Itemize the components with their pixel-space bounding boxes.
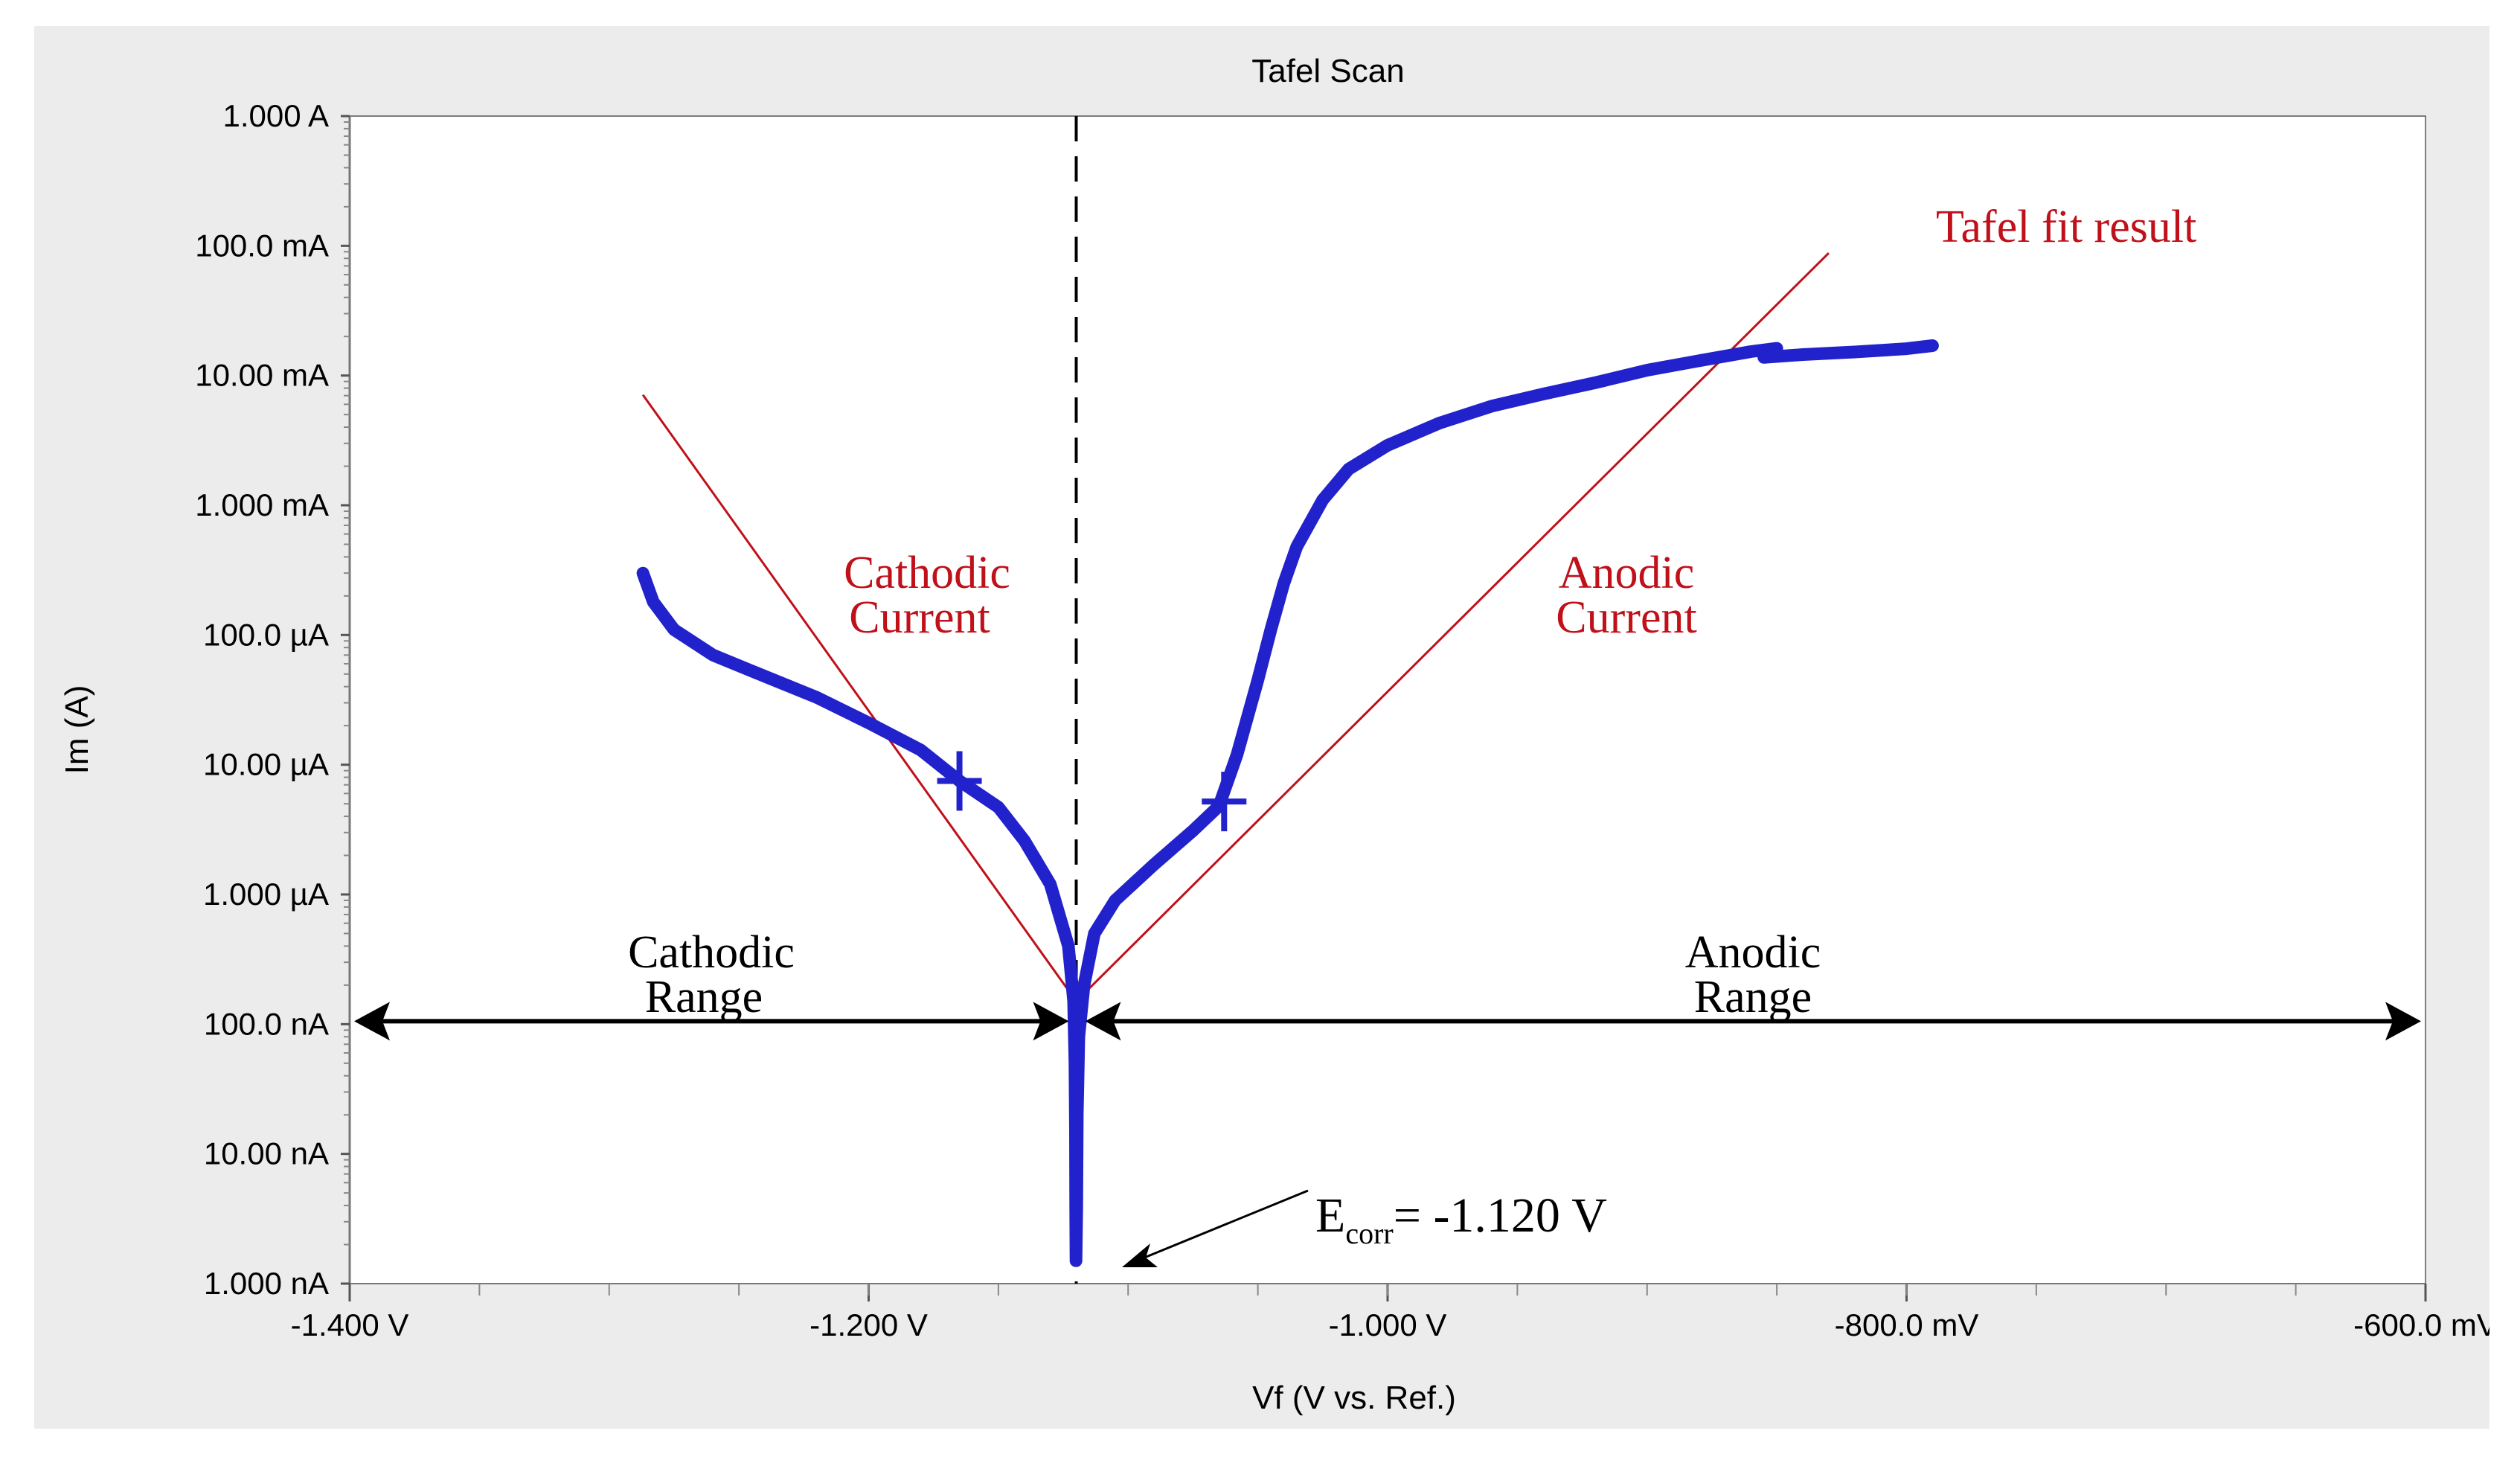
ecorr-subscript: corr (1345, 1217, 1393, 1250)
annotation-layer (354, 1002, 2421, 1267)
cathodic-current-label-line1: Cathodic (844, 548, 1010, 598)
ecorr-value: = -1.120 V (1394, 1188, 1607, 1243)
y-tick-label: 100.0 nA (204, 1006, 329, 1041)
ecorr-pointer-head (1122, 1243, 1158, 1267)
data-series-line (636, 339, 1939, 1267)
y-tick-label: 1.000 nA (204, 1266, 329, 1301)
y-tick-label: 10.00 µA (203, 747, 329, 782)
data-layer (636, 339, 1939, 1267)
anodic-range-label-line1: Anodic (1685, 927, 1821, 978)
x-tick-label: -1.000 V (1329, 1307, 1447, 1342)
y-tick-label: 1.000 A (223, 98, 329, 133)
anodic-range-arrow-head-right (2385, 1002, 2421, 1041)
chart-title: Tafel Scan (1251, 53, 1404, 89)
x-tick-label: -1.200 V (809, 1307, 928, 1342)
tafel-fit-label: Tafel fit result (1936, 202, 2196, 252)
x-axis-label: Vf (V vs. Ref.) (1252, 1380, 1456, 1416)
anodic-range-arrow-head-left (1085, 1002, 1121, 1041)
y-tick-label: 1.000 mA (195, 487, 329, 522)
y-tick-label: 1.000 µA (203, 877, 329, 912)
x-tick-label: -600.0 mV (2353, 1307, 2489, 1342)
x-tick-label: -1.400 V (291, 1307, 409, 1342)
y-tick-label: 100.0 µA (203, 617, 329, 652)
cathodic-current-label-line2: Current (849, 592, 990, 643)
cathodic-range-arrow-head-right (1033, 1002, 1069, 1041)
anodic-current-label-line1: Anodic (1559, 548, 1695, 598)
y-axis-label: Im (A) (59, 685, 95, 775)
cathodic-range-arrow-head-left (354, 1002, 390, 1041)
tafel-fit-line-anodic (1075, 252, 1830, 1002)
plot-area (349, 115, 2426, 1284)
cathodic-range-label-line1: Cathodic (628, 927, 795, 978)
ecorr-pointer-line (1135, 1189, 1309, 1263)
y-tick-label: 100.0 mA (195, 228, 329, 263)
y-tick-label: 10.00 mA (195, 358, 329, 393)
anodic-current-label-line2: Current (1556, 592, 1696, 643)
tafel-chart: 1.000 A 100.0 mA 10.00 mA 1.000 mA 100.0 µA 1… (59, 53, 2489, 1416)
ecorr-e: E (1315, 1188, 1345, 1243)
axis-layer: 1.000 A 100.0 mA 10.00 mA 1.000 mA 100.0 µA 1… (195, 98, 2489, 1342)
ecorr-label: Ecorr= -1.120 V (1315, 1188, 1607, 1250)
anodic-range-label-line2: Range (1694, 972, 1812, 1022)
x-tick-label: -800.0 mV (1835, 1307, 1979, 1342)
cathodic-range-label-line2: Range (645, 972, 763, 1022)
fit-layer (641, 252, 1830, 1002)
tafel-fit-line-cathodic (641, 394, 1077, 1002)
chart-window: 1.000 A 100.0 mA 10.00 mA 1.000 mA 100.0 µA 1… (34, 26, 2489, 1429)
y-tick-label: 10.00 nA (204, 1136, 329, 1171)
